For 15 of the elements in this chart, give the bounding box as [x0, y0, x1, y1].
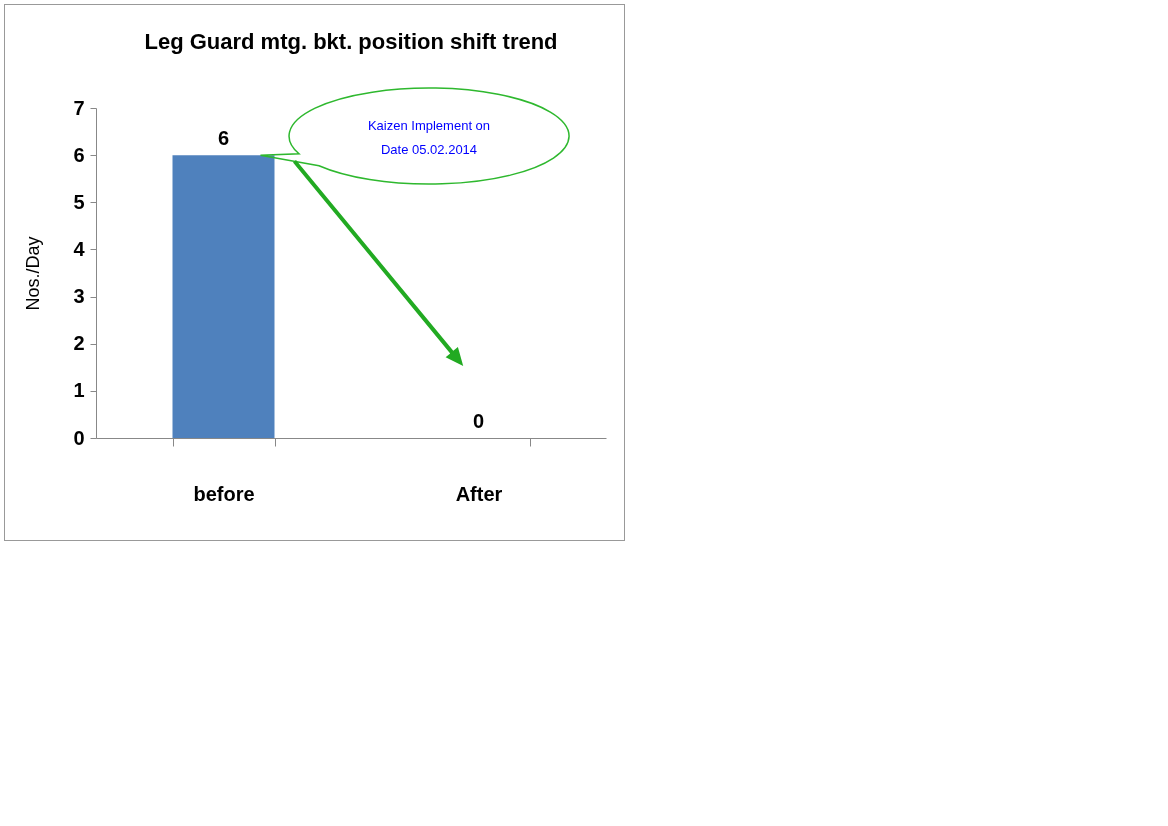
x-tick-label: before	[193, 482, 255, 505]
y-tick-label: 5	[73, 190, 85, 213]
x-tick-label: After	[455, 482, 503, 505]
y-tick-label: 4	[73, 237, 86, 260]
data-label: 6	[217, 127, 230, 150]
y-tick-label: 2	[73, 332, 85, 355]
annotation: Kaizen Implement on Date 05.02.2014	[367, 118, 491, 157]
chart-title: Leg Guard mtg. bkt. position shift trend	[144, 29, 558, 54]
y-tick-label: 0	[73, 426, 85, 449]
y-tick-label: 3	[73, 285, 85, 308]
y-tick-label: 6	[73, 143, 85, 166]
y-axis-title: Nos./Day	[23, 236, 44, 311]
y-tick-label: 1	[73, 379, 85, 402]
data-label: 0	[472, 410, 485, 432]
y-tick-label: 7	[73, 96, 85, 119]
